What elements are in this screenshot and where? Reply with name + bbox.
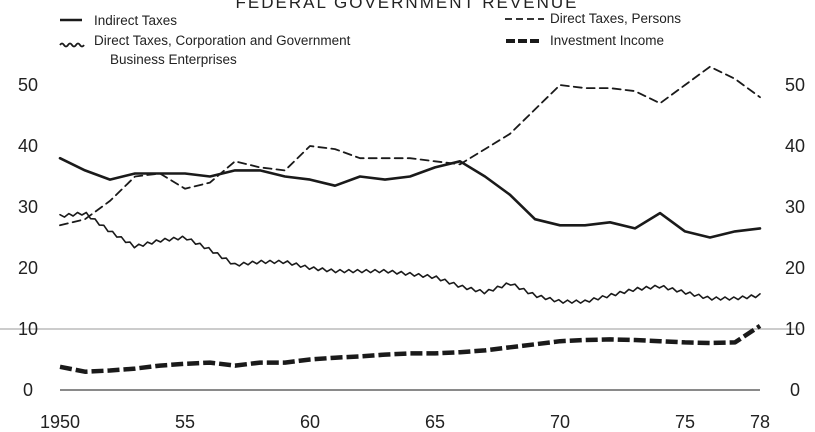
legend-label-direct-taxes-persons: Direct Taxes, Persons <box>550 11 681 26</box>
series-line-indirect-taxes <box>58 156 762 239</box>
series-line-investment-income <box>59 324 762 374</box>
legend-label-corporation-taxes-cont: Business Enterprises <box>110 52 237 67</box>
y-tick-label-left: 50 <box>18 75 38 95</box>
y-tick-label-right: 50 <box>785 75 805 95</box>
y-tick-label-right: 10 <box>785 319 805 339</box>
axes: 0 0 10 10 20 20 30 30 40 40 50 50 1950 55 60 65 70 75 78 <box>0 75 805 432</box>
y-tick-label-left: 40 <box>18 136 38 156</box>
y-tick-label-left: 20 <box>18 258 38 278</box>
legend: Indirect Taxes Direct Taxes, Corporation… <box>59 11 681 67</box>
legend-swatch-corporation-taxes <box>59 42 85 48</box>
legend-label-investment-income: Investment Income <box>550 33 664 48</box>
legend-label-corporation-taxes: Direct Taxes, Corporation and Government <box>94 33 351 48</box>
x-tick-label: 1950 <box>40 412 80 432</box>
legend-label-indirect-taxes: Indirect Taxes <box>94 13 177 28</box>
y-tick-label-right: 40 <box>785 136 805 156</box>
series-line-corporation-taxes <box>59 211 761 304</box>
y-tick-label-right: 20 <box>785 258 805 278</box>
series-line-direct-taxes-persons <box>59 65 761 227</box>
x-tick-label: 75 <box>675 412 695 432</box>
x-tick-label: 78 <box>750 412 770 432</box>
chart-title: FEDERAL GOVERNMENT REVENUE <box>236 0 579 12</box>
y-tick-label-right: 0 <box>790 380 800 400</box>
x-tick-label: 60 <box>300 412 320 432</box>
x-tick-label: 55 <box>175 412 195 432</box>
series-layer <box>58 65 762 374</box>
x-tick-label: 70 <box>550 412 570 432</box>
y-tick-label-right: 30 <box>785 197 805 217</box>
y-tick-label-left: 30 <box>18 197 38 217</box>
y-tick-label-left: 0 <box>23 380 33 400</box>
y-tick-label-left: 10 <box>18 319 38 339</box>
x-tick-label: 65 <box>425 412 445 432</box>
